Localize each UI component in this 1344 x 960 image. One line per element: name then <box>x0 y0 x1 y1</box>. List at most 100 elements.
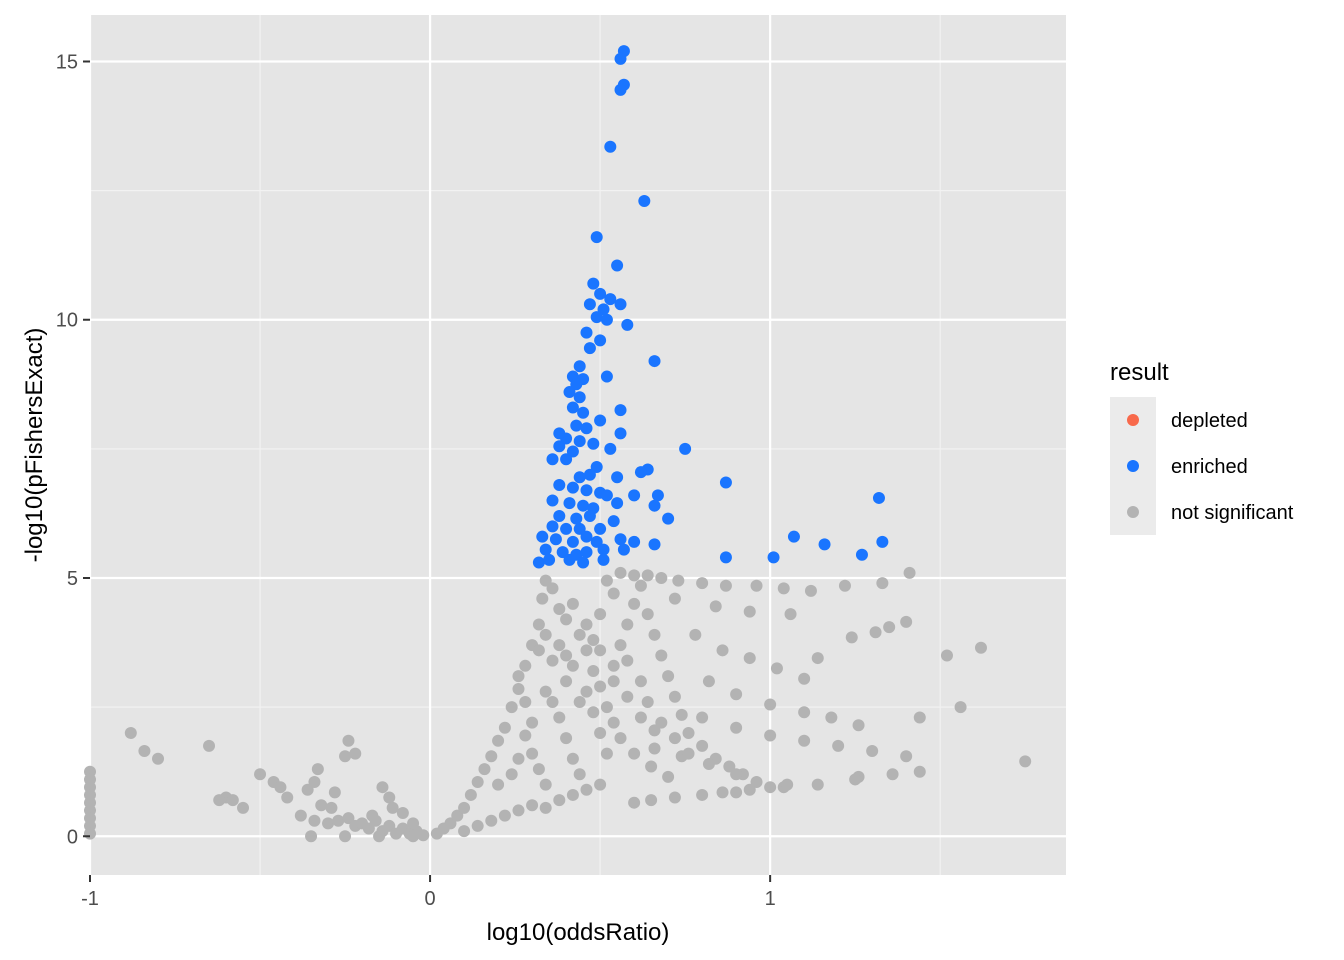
data-point <box>553 711 566 724</box>
legend-label-not-significant: not significant <box>1171 502 1294 524</box>
data-point <box>743 783 756 796</box>
data-point <box>716 644 729 657</box>
data-point <box>940 649 953 662</box>
data-point <box>407 817 420 830</box>
data-point <box>750 776 763 789</box>
data-point <box>723 760 736 773</box>
data-point <box>573 360 586 373</box>
data-point <box>532 618 545 631</box>
data-point <box>594 726 607 739</box>
data-point <box>845 631 858 644</box>
data-point <box>662 670 675 683</box>
data-point <box>784 608 797 621</box>
data-point <box>787 530 800 543</box>
data-point <box>607 716 620 729</box>
data-point <box>954 701 967 714</box>
data-point <box>583 468 596 481</box>
data-point <box>566 752 579 765</box>
data-point <box>672 574 685 587</box>
data-point <box>594 522 607 535</box>
data-point <box>886 768 899 781</box>
data-point <box>203 739 216 752</box>
data-point <box>536 530 549 543</box>
data-point <box>577 556 590 569</box>
data-point <box>600 574 613 587</box>
data-point <box>138 745 151 758</box>
data-point <box>682 747 695 760</box>
data-point <box>594 778 607 791</box>
data-point <box>872 491 885 504</box>
data-point <box>84 827 96 840</box>
data-point <box>553 510 566 523</box>
data-point <box>607 675 620 688</box>
legend-entry-enriched: enriched <box>1127 456 1248 478</box>
data-point <box>458 801 471 814</box>
data-point <box>536 592 549 605</box>
data-point <box>573 391 586 404</box>
data-point <box>668 791 681 804</box>
data-point <box>532 556 545 569</box>
data-point <box>648 538 661 551</box>
data-point <box>604 293 617 306</box>
data-point <box>580 618 593 631</box>
data-point <box>492 778 505 791</box>
data-point <box>811 778 824 791</box>
data-point <box>407 830 420 843</box>
data-point <box>634 711 647 724</box>
data-point <box>974 641 987 654</box>
data-point <box>903 566 916 579</box>
data-point <box>648 742 661 755</box>
data-point <box>648 724 661 737</box>
data-point <box>764 781 777 794</box>
data-point <box>679 442 692 455</box>
data-point <box>638 194 651 207</box>
x-tick-label: 1 <box>765 888 776 910</box>
data-point <box>566 597 579 610</box>
data-point <box>832 739 845 752</box>
data-point <box>556 546 569 559</box>
data-point <box>553 427 566 440</box>
data-point <box>342 812 355 825</box>
data-point <box>237 801 250 814</box>
data-point <box>781 778 794 791</box>
data-point <box>900 750 913 763</box>
data-point <box>614 639 627 652</box>
x-axis: -1 0 1 <box>81 875 776 910</box>
data-point <box>743 605 756 618</box>
data-point <box>580 530 593 543</box>
data-point <box>566 535 579 548</box>
data-point <box>628 569 641 582</box>
data-point <box>764 698 777 711</box>
data-point <box>838 579 851 592</box>
data-point <box>226 794 239 807</box>
data-point <box>750 579 763 592</box>
data-point <box>668 592 681 605</box>
data-point <box>301 783 314 796</box>
data-point <box>543 553 556 566</box>
data-point <box>444 817 457 830</box>
data-point <box>570 419 583 432</box>
data-point <box>560 453 573 466</box>
data-point <box>322 817 335 830</box>
data-point <box>553 440 566 453</box>
data-point <box>600 313 613 326</box>
data-point <box>386 801 399 814</box>
data-point <box>719 551 732 564</box>
data-point <box>730 721 743 734</box>
legend-label-depleted: depleted <box>1171 410 1248 432</box>
data-point <box>512 670 525 683</box>
data-point <box>383 819 396 832</box>
data-point <box>730 688 743 701</box>
data-point <box>876 577 889 590</box>
data-point <box>325 801 338 814</box>
data-point <box>498 809 511 822</box>
data-point <box>614 52 627 65</box>
data-point <box>777 582 790 595</box>
data-point <box>526 799 539 812</box>
x-axis-title: log10(oddsRatio) <box>487 919 670 946</box>
data-point <box>583 510 596 523</box>
data-point <box>492 734 505 747</box>
data-point <box>594 608 607 621</box>
data-point <box>417 829 430 842</box>
data-point <box>866 745 879 758</box>
